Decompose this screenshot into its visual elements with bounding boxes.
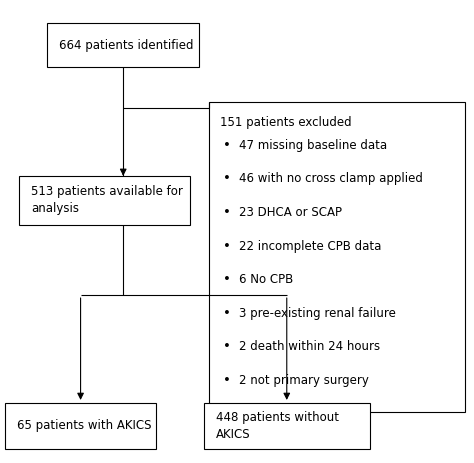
Text: 23 DHCA or SCAP: 23 DHCA or SCAP — [239, 206, 342, 219]
FancyBboxPatch shape — [47, 23, 199, 67]
Text: 2 not primary surgery: 2 not primary surgery — [239, 374, 369, 387]
Text: •: • — [223, 340, 231, 353]
Text: 513 patients available for
analysis: 513 patients available for analysis — [31, 185, 182, 215]
Text: •: • — [223, 307, 231, 320]
Text: 46 with no cross clamp applied: 46 with no cross clamp applied — [239, 173, 423, 186]
Text: •: • — [223, 240, 231, 253]
Text: 47 missing baseline data: 47 missing baseline data — [239, 139, 387, 152]
Text: •: • — [223, 173, 231, 186]
Text: 65 patients with AKICS: 65 patients with AKICS — [17, 419, 151, 432]
FancyBboxPatch shape — [209, 102, 465, 412]
FancyBboxPatch shape — [204, 403, 370, 449]
Text: 6 No CPB: 6 No CPB — [239, 273, 293, 286]
Text: 664 patients identified: 664 patients identified — [59, 38, 194, 52]
Text: 3 pre-existing renal failure: 3 pre-existing renal failure — [239, 307, 396, 320]
Text: 448 patients without
AKICS: 448 patients without AKICS — [216, 411, 338, 441]
Text: •: • — [223, 374, 231, 387]
Text: 2 death within 24 hours: 2 death within 24 hours — [239, 340, 381, 353]
Text: •: • — [223, 206, 231, 219]
Text: 151 patients excluded: 151 patients excluded — [220, 116, 352, 129]
Text: •: • — [223, 139, 231, 152]
Text: 22 incomplete CPB data: 22 incomplete CPB data — [239, 240, 382, 253]
FancyBboxPatch shape — [5, 403, 156, 449]
Text: •: • — [223, 273, 231, 286]
FancyBboxPatch shape — [19, 176, 190, 225]
